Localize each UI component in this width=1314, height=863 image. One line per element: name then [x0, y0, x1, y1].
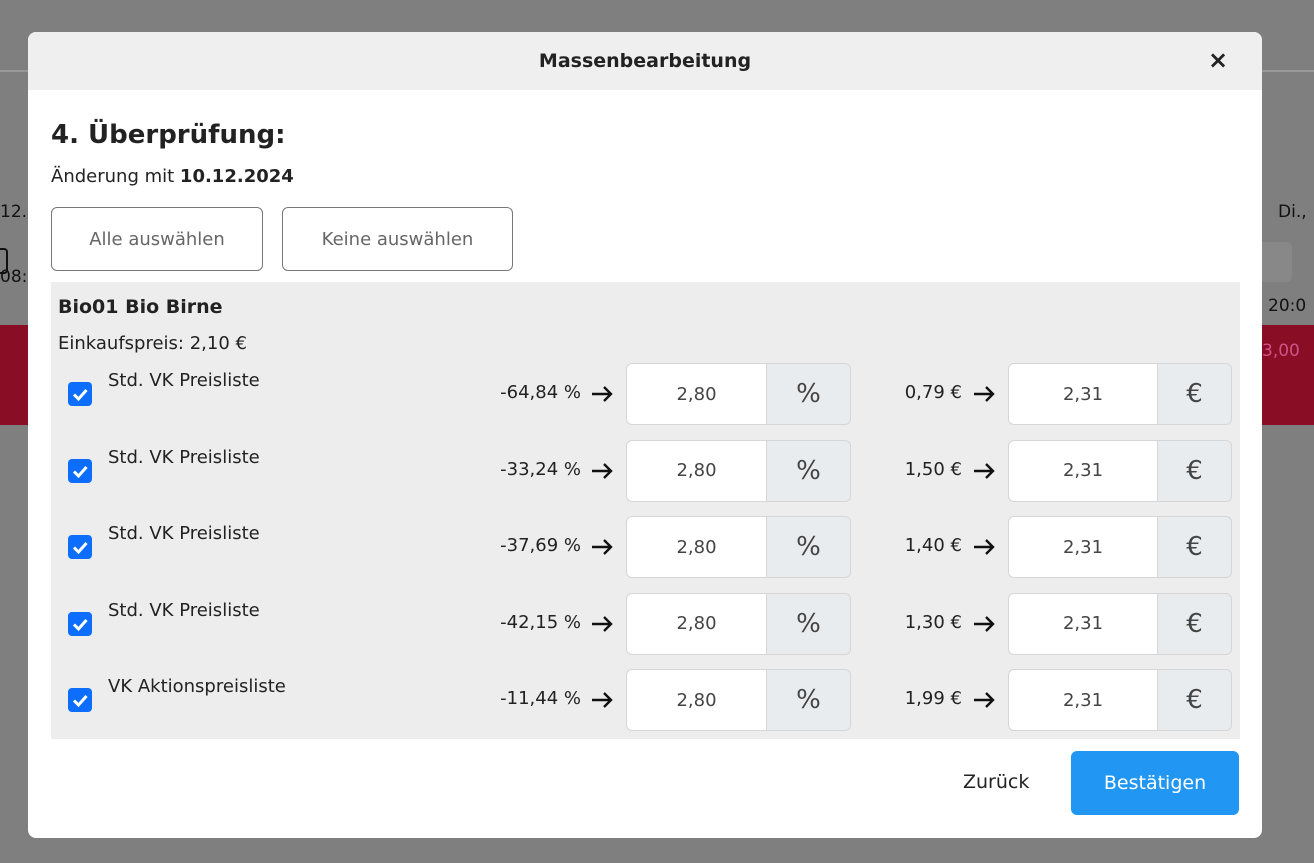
checkbox[interactable] — [68, 382, 92, 406]
check-icon — [72, 465, 88, 478]
euro-change: 1,30 € — [904, 611, 962, 633]
modal: Massenbearbeitung × 4. Überprüfung: Ände… — [28, 32, 1262, 838]
percent-change: -42,15 % — [500, 611, 581, 633]
euro-unit: € — [1158, 363, 1232, 425]
percent-unit: % — [767, 363, 851, 425]
bg-text: 12. — [0, 202, 28, 222]
percent-change: -37,69 % — [500, 535, 581, 556]
arrow-icon — [974, 539, 995, 555]
arrow-icon — [974, 386, 995, 402]
bg-box — [0, 248, 8, 274]
arrow — [590, 461, 614, 481]
heading: 4. Überprüfung: — [51, 120, 286, 150]
product-name: Bio01 Bio Birne — [58, 296, 223, 318]
percent-input[interactable]: 2,80 — [626, 363, 767, 425]
arrow — [972, 537, 996, 557]
euro-unit: € — [1158, 669, 1232, 731]
select-none-button[interactable]: Keine auswählen — [282, 207, 513, 271]
modal-title: Massenbearbeitung — [538, 50, 752, 72]
percent-unit: % — [767, 439, 851, 502]
euro-change: 1,50 € — [904, 458, 962, 480]
row-label: Std. VK Preisliste — [108, 370, 260, 391]
percent-change: -11,44 % — [500, 688, 581, 709]
euro-unit: € — [1158, 592, 1232, 655]
euro-change: 1,40 € — [904, 535, 962, 556]
percent-input[interactable]: 2,80 — [626, 516, 767, 578]
bg-red-bar — [0, 325, 28, 425]
check-icon — [72, 389, 88, 402]
checkbox[interactable] — [68, 458, 92, 483]
product-panel: Bio01 Bio Birne Einkaufspreis: 2,10 € St… — [51, 282, 1240, 739]
select-all-button[interactable]: Alle auswählen — [51, 207, 263, 271]
confirm-button[interactable]: Bestätigen — [1071, 751, 1239, 815]
percent-unit: % — [767, 516, 851, 578]
bg-red-bar — [1262, 325, 1314, 425]
percent-unit: % — [767, 669, 851, 731]
arrow-icon — [974, 615, 995, 632]
arrow-icon — [592, 692, 613, 708]
arrow — [590, 690, 614, 710]
arrow-icon — [592, 539, 613, 555]
percent-unit: % — [767, 592, 851, 655]
arrow — [972, 461, 996, 481]
row-label: Std. VK Preisliste — [108, 599, 260, 621]
arrow-icon — [592, 615, 613, 632]
euro-input[interactable]: 2,31 — [1008, 669, 1158, 731]
checkbox[interactable] — [68, 688, 92, 712]
bg-text: 20:0 — [1268, 296, 1307, 316]
arrow-icon — [592, 462, 613, 479]
euro-unit: € — [1158, 516, 1232, 578]
euro-input[interactable]: 2,31 — [1008, 439, 1158, 502]
euro-unit: € — [1158, 439, 1232, 502]
bg-text: 08: — [0, 267, 28, 287]
euro-change: 1,99 € — [904, 688, 962, 709]
arrow — [972, 614, 996, 634]
row-label: VK Aktionspreisliste — [108, 676, 286, 697]
arrow-icon — [592, 386, 613, 402]
checkbox[interactable] — [68, 535, 92, 559]
checkbox[interactable] — [68, 611, 92, 636]
euro-input[interactable]: 2,31 — [1008, 516, 1158, 578]
bg-icon — [1262, 242, 1292, 282]
row-label: Std. VK Preisliste — [108, 523, 260, 544]
bg-text: Di., — [1278, 202, 1307, 222]
modal-header: Massenbearbeitung × — [28, 32, 1262, 90]
euro-input[interactable]: 2,31 — [1008, 592, 1158, 655]
check-icon — [72, 618, 88, 631]
check-icon — [72, 695, 88, 708]
subtitle: Änderung mit 10.12.2024 — [51, 166, 294, 187]
arrow — [590, 384, 614, 404]
percent-change: -64,84 % — [500, 382, 581, 403]
check-icon — [72, 542, 88, 555]
percent-input[interactable]: 2,80 — [626, 439, 767, 502]
percent-change: -33,24 % — [500, 458, 581, 480]
arrow-icon — [974, 462, 995, 479]
subtitle-date: 10.12.2024 — [179, 166, 294, 187]
euro-input[interactable]: 2,31 — [1008, 363, 1158, 425]
percent-input[interactable]: 2,80 — [626, 592, 767, 655]
arrow-icon — [974, 692, 995, 708]
euro-change: 0,79 € — [904, 382, 962, 403]
close-button[interactable]: × — [1208, 46, 1229, 74]
percent-input[interactable]: 2,80 — [626, 669, 767, 731]
arrow — [972, 384, 996, 404]
arrow — [972, 690, 996, 710]
purchase-price: Einkaufspreis: 2,10 € — [58, 333, 247, 354]
subtitle-text: Änderung mit — [51, 166, 175, 187]
row-label: Std. VK Preisliste — [108, 446, 260, 468]
bg-text: 3,00 — [1262, 341, 1300, 361]
back-button[interactable]: Zurück — [963, 771, 1030, 793]
arrow — [590, 614, 614, 634]
arrow — [590, 537, 614, 557]
